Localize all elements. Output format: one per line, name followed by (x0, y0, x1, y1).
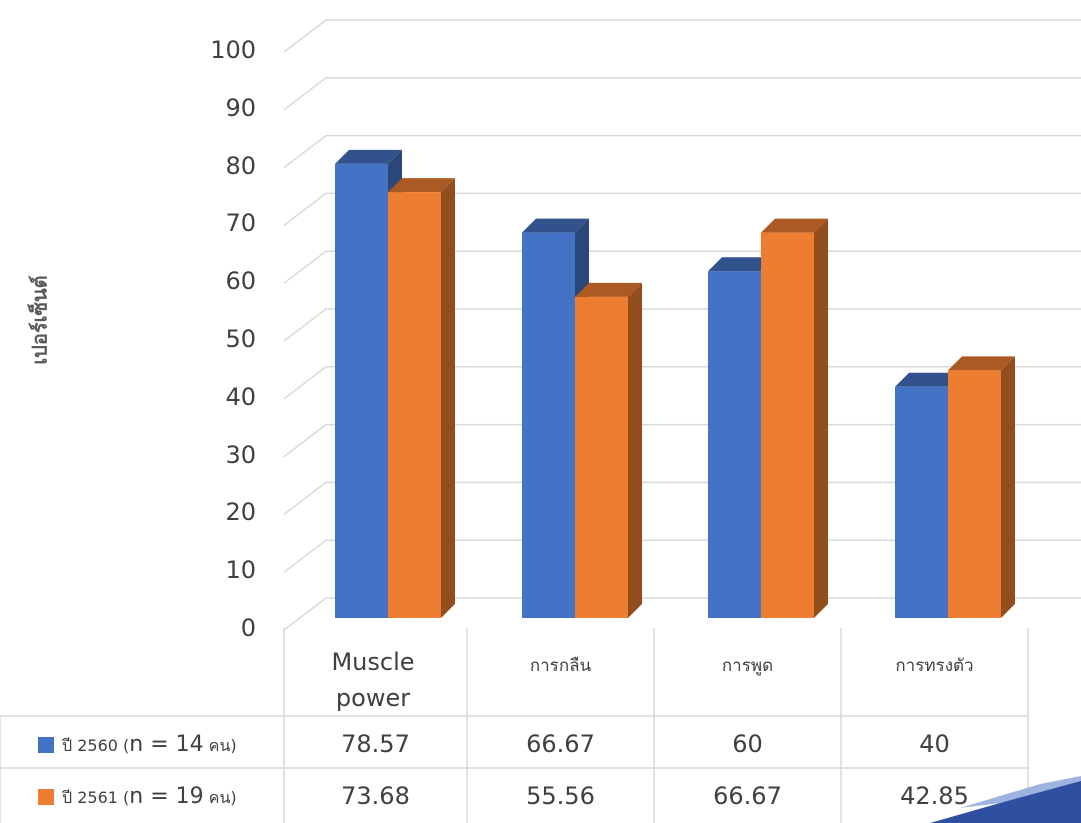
legend-text: ปี 2560 ( (62, 736, 130, 755)
bar-top (522, 218, 589, 233)
bar-top (335, 149, 402, 164)
category-label: การพูด (721, 656, 774, 676)
category-label: Muscle power (331, 648, 415, 712)
bar-top (708, 257, 775, 272)
y-tick-label: 30 (225, 440, 256, 469)
category-label: การทรงตัว (895, 656, 974, 676)
y-tick-label: 50 (225, 325, 256, 353)
y-tick-label: 90 (225, 93, 256, 122)
gridline (283, 539, 1081, 573)
gridline (283, 192, 1081, 226)
bar-front (575, 296, 628, 618)
bar-front (948, 370, 1001, 618)
data-label: 60 (732, 730, 763, 758)
legend-text: คน) (203, 736, 237, 755)
legend-text: คน) (203, 788, 237, 807)
corner-decoration (930, 776, 1081, 823)
bar-side (628, 282, 642, 618)
y-tick-label: 70 (225, 209, 256, 238)
bar (761, 218, 828, 618)
legend-entry: ปี 2560 (n = 14 คน) (38, 732, 237, 759)
legend-swatch (38, 789, 54, 805)
gridline (283, 308, 1081, 342)
y-axis-label: เปอร์เซ็นต์ (28, 275, 53, 365)
y-tick-label: 40 (225, 382, 256, 411)
bar-side (441, 178, 455, 619)
bar-front (708, 271, 761, 618)
y-tick-label: 0 (240, 614, 256, 642)
decor-swoosh (930, 778, 1081, 823)
legend-swatch (38, 737, 54, 753)
y-tick-label: 100 (210, 36, 256, 64)
decor-swoosh-highlight (960, 776, 1081, 808)
gridline (283, 597, 1081, 631)
data-label: 78.57 (341, 730, 410, 758)
y-tick-label: 60 (225, 267, 256, 296)
gridline (283, 250, 1081, 284)
bar-front (895, 386, 948, 618)
legend-text: ปี 2561 ( (62, 788, 130, 807)
bar-top (948, 356, 1015, 371)
bar-side (814, 218, 828, 618)
data-label: 73.68 (341, 782, 410, 810)
gridline (283, 19, 1081, 53)
gridline (283, 423, 1081, 458)
gridline (283, 77, 1081, 111)
bar-top (575, 282, 642, 297)
bar-top (895, 372, 962, 387)
bar-front (388, 192, 441, 619)
gridline (283, 134, 1081, 169)
data-label: 55.56 (526, 782, 595, 810)
data-label: 42.85 (900, 782, 969, 810)
data-label: 66.67 (713, 782, 782, 810)
legend-n: n = 19 (129, 784, 204, 809)
bars (335, 149, 1015, 619)
y-tick-label: 10 (225, 556, 256, 585)
category-label: การกลืน (529, 656, 592, 676)
bar (575, 282, 642, 618)
bar-top (388, 178, 455, 193)
bar-side (1001, 356, 1015, 618)
legend-entry: ปี 2561 (n = 19 คน) (38, 784, 237, 811)
bar-top (761, 218, 828, 233)
gridline (283, 366, 1081, 400)
gridline (283, 481, 1081, 515)
bar (388, 178, 455, 619)
legend-n: n = 14 (129, 732, 204, 757)
bar-front (522, 232, 575, 618)
y-tick-label: 80 (225, 151, 256, 180)
data-label: 66.67 (526, 730, 595, 758)
gridlines (283, 19, 1081, 631)
bar (948, 356, 1015, 618)
bar-front (761, 232, 814, 618)
bar-front (335, 163, 388, 618)
bar (708, 257, 775, 618)
data-table-lines (0, 628, 1029, 823)
data-label: 40 (919, 730, 950, 758)
y-tick-label: 20 (225, 498, 256, 527)
